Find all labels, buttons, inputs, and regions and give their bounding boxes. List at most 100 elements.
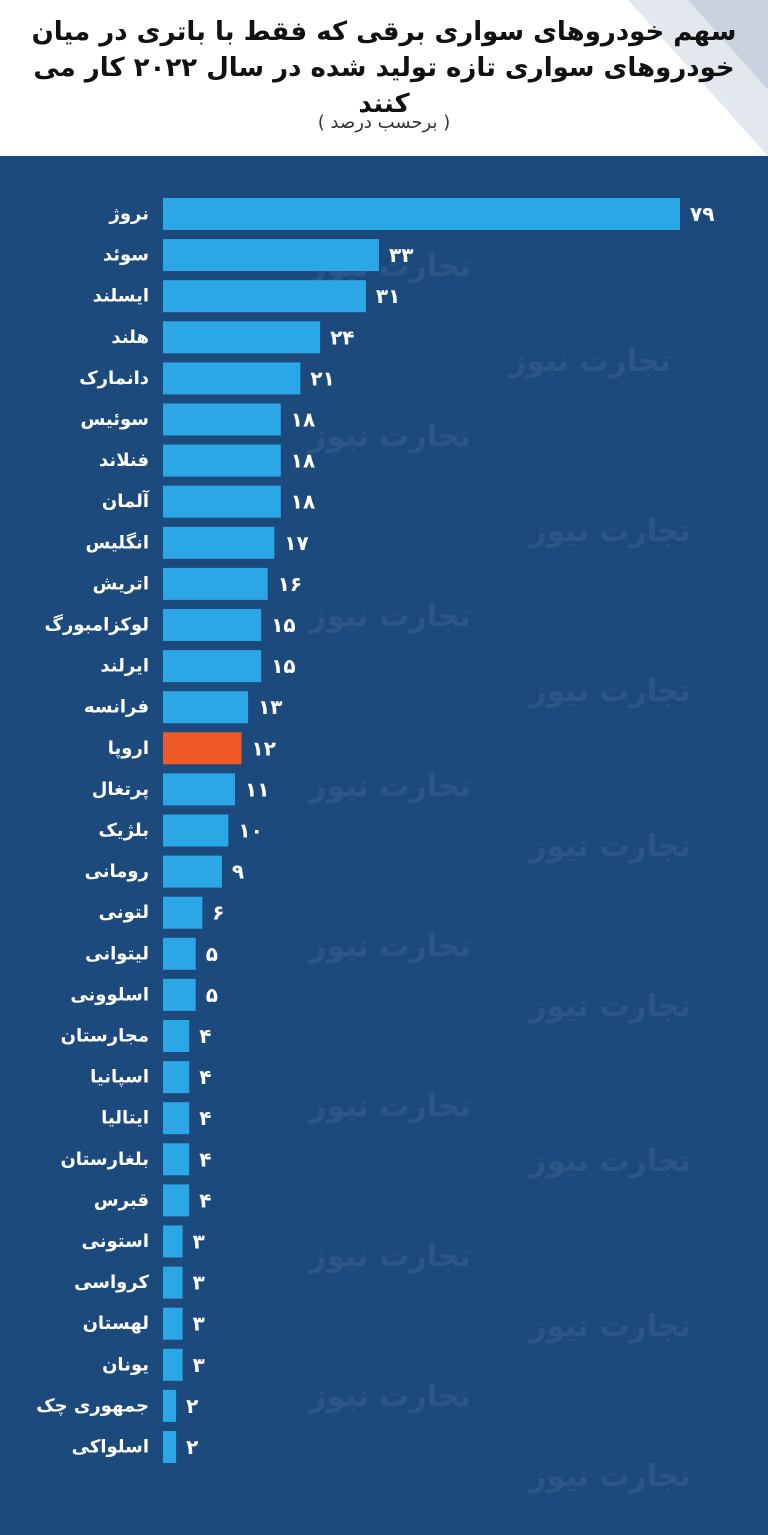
bar-15 — [163, 814, 229, 847]
category-label: اتریش — [93, 573, 149, 594]
value-label: ۷۹ — [690, 202, 714, 226]
value-label: ۹ — [232, 860, 244, 884]
category-label: ایسلند — [93, 286, 149, 307]
watermark-text: تجارت نیوز — [307, 599, 471, 634]
category-label: ایرلند — [100, 656, 149, 677]
bar-1 — [163, 239, 379, 272]
bar-7 — [163, 485, 281, 518]
bar-27 — [163, 1307, 183, 1340]
category-label: لهستان — [83, 1313, 149, 1334]
category-label: دانمارک — [79, 368, 149, 389]
watermark-text: تجارت نیوز — [307, 929, 471, 964]
bar-20 — [163, 1020, 190, 1052]
value-label: ۲۱ — [310, 366, 334, 390]
value-label: ۱۸ — [291, 408, 315, 432]
watermark-text: تجارت نیوز — [527, 674, 691, 709]
bar-13 — [163, 732, 242, 765]
bar-6 — [163, 444, 281, 477]
category-label: بلغارستان — [60, 1149, 149, 1170]
value-label: ۱۳ — [258, 695, 282, 719]
category-label: استونی — [82, 1231, 149, 1252]
bar-29 — [163, 1389, 177, 1422]
category-label: ایتالیا — [101, 1108, 149, 1129]
chart-header: سهم خودروهای سواری برقی که فقط با باتری … — [0, 0, 768, 156]
chart-panel: تجارت نیوز تجارت نیوز تجارت نیوز تجارت نیوز… — [0, 156, 768, 1535]
category-label: سوئیس — [80, 409, 149, 430]
category-label: رومانی — [85, 861, 149, 882]
value-label: ۱۱ — [245, 777, 269, 801]
bar-18 — [163, 937, 196, 970]
category-label: لوکزامبورگ — [45, 614, 149, 636]
category-label: کرواسی — [74, 1272, 149, 1293]
value-label: ۱۷ — [284, 531, 308, 555]
bar-14 — [163, 773, 235, 806]
value-label: ۶ — [212, 901, 224, 925]
bar-11 — [163, 650, 262, 683]
bar-9 — [163, 567, 268, 600]
category-label: بلژیک — [99, 820, 150, 841]
watermark-text: تجارت نیوز — [307, 1379, 471, 1414]
bar-19 — [163, 978, 196, 1011]
bar-10 — [163, 609, 262, 641]
value-label: ۲ — [186, 1435, 198, 1459]
bar-28 — [163, 1348, 183, 1381]
bar-12 — [163, 691, 249, 724]
bar-17 — [163, 896, 203, 929]
value-label: ۴ — [199, 1065, 211, 1089]
category-label: پرتغال — [92, 779, 149, 800]
value-label: ۵ — [206, 983, 218, 1007]
value-label: ۲ — [186, 1394, 198, 1418]
category-label: لیتوانی — [85, 943, 149, 964]
bar-23 — [163, 1143, 190, 1176]
bar-22 — [163, 1102, 190, 1135]
watermark-layer: تجارت نیوز تجارت نیوز تجارت نیوز تجارت نیوز… — [307, 249, 691, 1494]
title-line-2: خودروهای سواری تازه تولید شده در سال ۲۰۲… — [33, 53, 735, 119]
watermark-text: تجارت نیوز — [507, 344, 671, 379]
value-label: ۴ — [199, 1106, 211, 1130]
bar-3 — [163, 321, 321, 354]
category-label: فنلاند — [99, 450, 149, 471]
value-label: ۴ — [199, 1024, 211, 1048]
category-label: آلمان — [102, 489, 150, 512]
value-label: ۱۶ — [278, 572, 302, 596]
category-label: جمهوری چک — [36, 1395, 149, 1416]
chart-title: سهم خودروهای سواری برقی که فقط با باتری … — [16, 14, 752, 122]
watermark-text: تجارت نیوز — [527, 1309, 691, 1344]
category-label: اسلوونی — [70, 984, 149, 1005]
watermark-text: تجارت نیوز — [307, 1089, 471, 1124]
value-label: ۲۴ — [330, 325, 354, 349]
category-label: انگلیس — [85, 531, 149, 553]
watermark-text: تجارت نیوز — [527, 514, 691, 549]
value-label: ۳ — [193, 1353, 205, 1377]
category-label: قبرس — [94, 1190, 149, 1211]
category-label: یونان — [102, 1354, 149, 1375]
watermark-text: تجارت نیوز — [527, 829, 691, 864]
value-label: ۱۵ — [271, 613, 295, 637]
bar-30 — [163, 1431, 177, 1463]
bar-5 — [163, 403, 281, 436]
bar-21 — [163, 1061, 190, 1094]
watermark-text: تجارت نیوز — [527, 1459, 691, 1494]
bar-8 — [163, 526, 275, 559]
category-label: نروژ — [108, 204, 149, 225]
value-label: ۱۰ — [238, 819, 262, 843]
value-label: ۳ — [193, 1312, 205, 1336]
value-label: ۱۲ — [252, 736, 276, 760]
value-label: ۱۸ — [291, 449, 315, 473]
title-line-1: سهم خودروهای سواری برقی که فقط با باتری … — [31, 17, 737, 47]
value-label: ۴ — [199, 1188, 211, 1212]
chart-subtitle: ( برحسب درصد ) — [317, 112, 451, 133]
watermark-text: تجارت نیوز — [307, 1239, 471, 1274]
value-label: ۳۳ — [389, 243, 413, 267]
watermark-text: تجارت نیوز — [307, 419, 471, 454]
bar-0 — [163, 198, 680, 230]
value-label: ۱۸ — [291, 490, 315, 514]
category-label: اروپا — [108, 738, 149, 759]
bar-16 — [163, 855, 222, 888]
watermark-text: تجارت نیوز — [527, 1144, 691, 1179]
value-label: ۵ — [206, 942, 218, 966]
category-label: فرانسه — [84, 697, 149, 718]
watermark-text: تجارت نیوز — [307, 769, 471, 804]
category-label: هلند — [111, 327, 149, 348]
